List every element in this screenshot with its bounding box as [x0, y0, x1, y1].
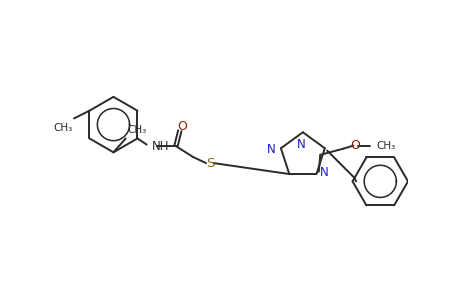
Text: NH: NH [152, 140, 170, 153]
Text: N: N [267, 143, 276, 156]
Text: S: S [206, 157, 214, 169]
Text: CH₃: CH₃ [127, 124, 147, 135]
Text: O: O [177, 120, 187, 133]
Text: O: O [350, 139, 360, 152]
Text: CH₃: CH₃ [53, 123, 72, 133]
Text: N: N [320, 166, 329, 179]
Text: N: N [297, 139, 306, 151]
Text: CH₃: CH₃ [376, 140, 396, 151]
